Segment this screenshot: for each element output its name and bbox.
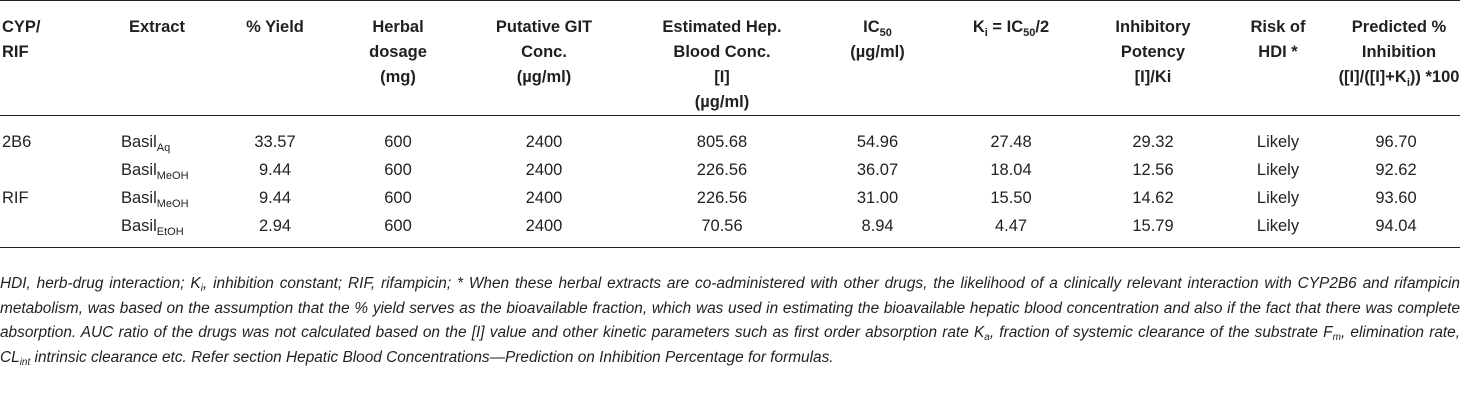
cell-extract: BasilEtOH [121,217,184,238]
cell-dosage: 600 [384,217,412,235]
table-row: BasilMeOH 9.44 600 2400 226.56 36.07 18.… [0,156,1460,184]
cell-ki: 15.50 [990,189,1032,207]
cell-yield: 2.94 [258,217,292,235]
cell-git: 2400 [525,217,563,235]
table-row: 2B6 BasilAq 33.57 600 2400 805.68 54.96 … [0,115,1460,157]
header-row: CYP/RIF Extract % Yield Herbal dosage (mg)… [0,0,1460,116]
cell-git: 2400 [525,189,563,207]
cell-ic50: 54.96 [856,133,899,151]
cell-potency: 15.79 [1132,217,1174,235]
header-cyp: CYP/RIF [2,18,41,61]
cell-predicted: 94.04 [1375,217,1417,235]
cell-cyp: 2B6 [2,133,32,151]
cell-ki: 18.04 [990,161,1032,179]
cell-yield: 9.44 [258,189,292,207]
table-row: BasilEtOH 2.94 600 2400 70.56 8.94 4.47 … [0,212,1460,248]
header-ic50: IC50 (µg/ml) [850,18,905,61]
header-yield: % Yield [246,18,304,36]
cell-potency: 12.56 [1132,161,1174,179]
header-hep-conc: Estimated Hep. Blood Conc. [I] (µg/ml) [662,18,782,111]
cell-ki: 27.48 [990,133,1032,151]
cell-ic50: 31.00 [856,189,899,207]
cell-yield: 9.44 [258,161,292,179]
header-extract: Extract [129,18,185,36]
cell-predicted: 96.70 [1375,133,1417,151]
cell-hep: 805.68 [696,133,748,151]
cell-hep: 226.56 [696,189,748,207]
cell-cyp: RIF [2,189,29,207]
cell-dosage: 600 [384,189,412,207]
cell-cyp [0,156,95,184]
cell-risk: Likely [1256,189,1300,207]
cell-dosage: 600 [384,133,412,151]
cell-extract: BasilMeOH [121,189,189,210]
cell-predicted: 92.62 [1375,161,1417,179]
cell-ic50: 36.07 [856,161,899,179]
header-ki: Ki = IC50/2 [972,18,1050,39]
header-risk: Risk of HDI * [1250,18,1306,61]
table-row: RIF BasilMeOH 9.44 600 2400 226.56 31.00… [0,184,1460,212]
cell-potency: 29.32 [1132,133,1174,151]
cell-extract: BasilAq [121,133,171,154]
header-git-conc: Putative GIT Conc. (µg/ml) [495,18,593,86]
header-predicted: Predicted % Inhibition ([I]/([I]+Ki)) *100 [1338,18,1460,89]
cell-yield: 33.57 [254,133,296,151]
cell-cyp [0,212,95,248]
cell-dosage: 600 [384,161,412,179]
table-footnote: HDI, herb-drug interaction; Ki, inhibiti… [0,275,1460,368]
header-dosage: Herbal dosage (mg) [369,18,427,86]
cell-risk: Likely [1256,133,1300,151]
cell-hep: 226.56 [696,161,748,179]
cell-risk: Likely [1256,217,1300,235]
cell-extract: BasilMeOH [121,161,189,182]
cell-hep: 70.56 [701,217,743,235]
header-potency: Inhibitory Potency [I]/Ki [1115,18,1191,86]
cell-predicted: 93.60 [1375,189,1417,207]
cell-git: 2400 [525,161,563,179]
cell-risk: Likely [1256,161,1300,179]
data-table: CYP/RIF Extract % Yield Herbal dosage (mg)… [0,0,1460,248]
cell-ki: 4.47 [994,217,1028,235]
cell-git: 2400 [525,133,563,151]
cell-potency: 14.62 [1132,189,1174,207]
cell-ic50: 8.94 [861,217,894,235]
